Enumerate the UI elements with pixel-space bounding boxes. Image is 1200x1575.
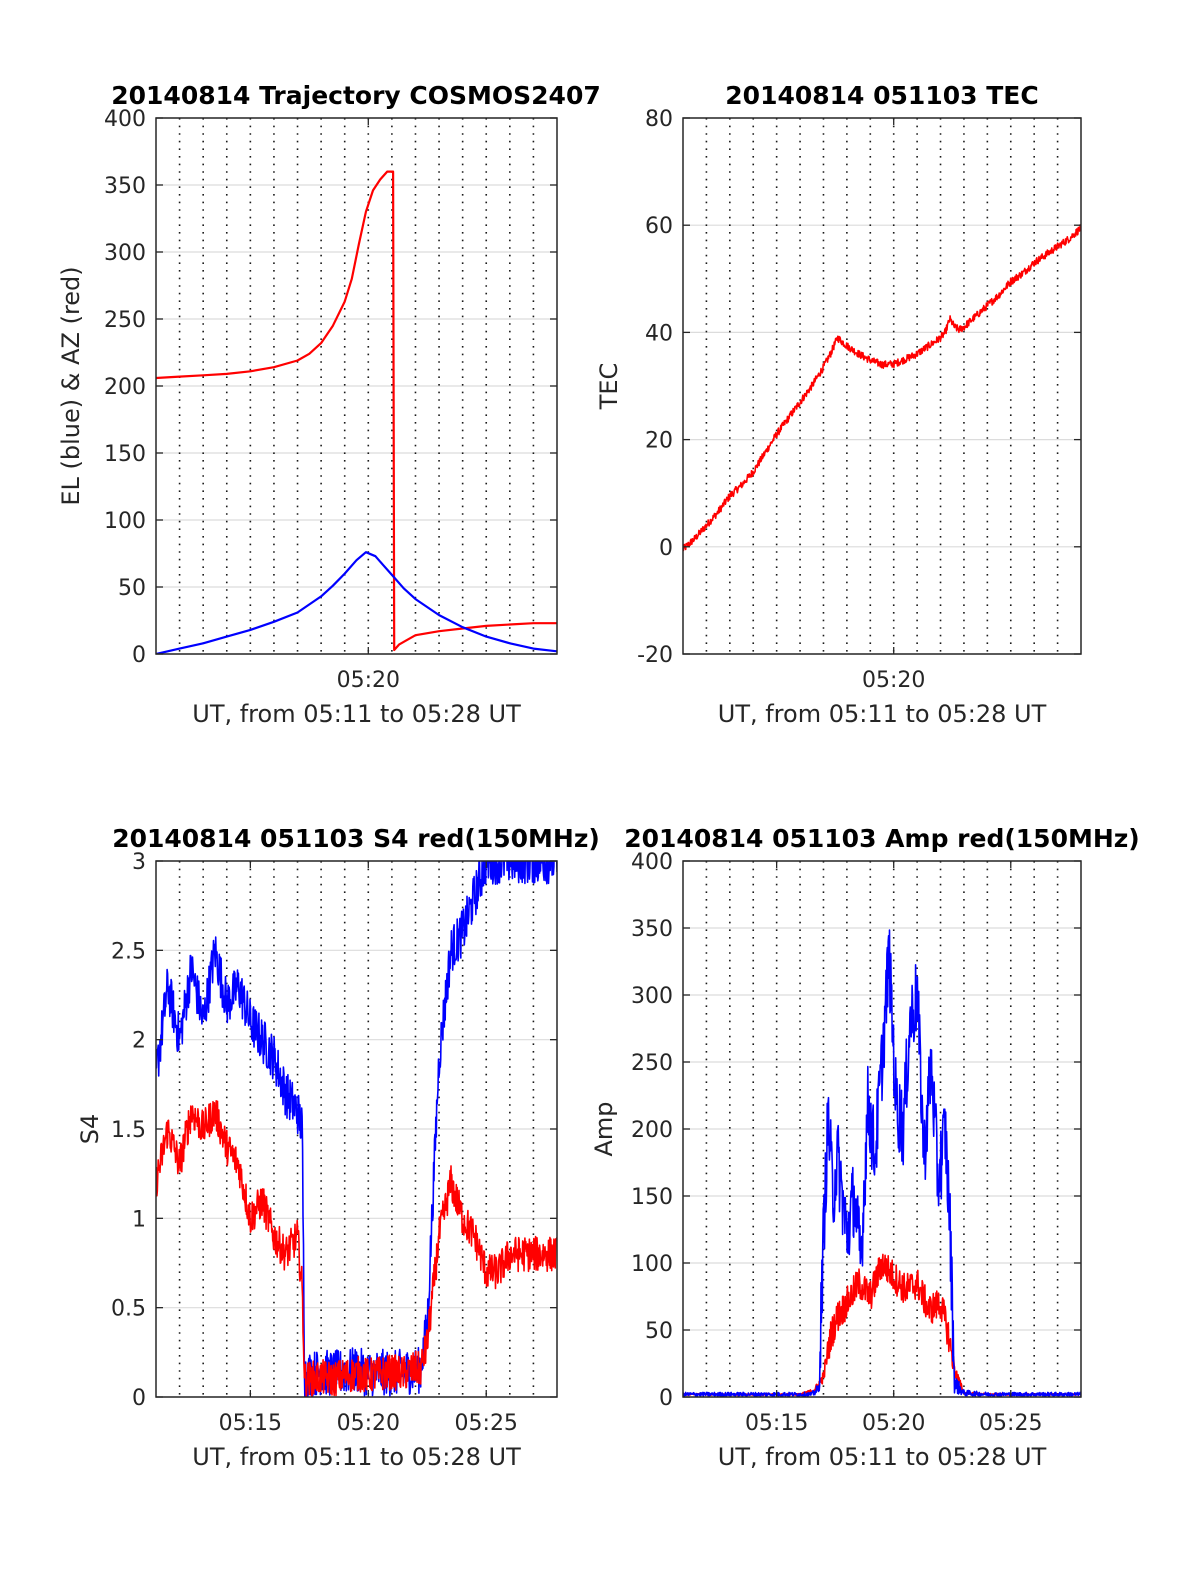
trajectory-series-1 <box>156 551 557 654</box>
amp-ytick-label: 400 <box>631 850 673 875</box>
trajectory-ytick-label: 150 <box>104 442 146 467</box>
s4-ytick-label: 0 <box>132 1386 146 1411</box>
trajectory-ytick-label: 50 <box>118 576 146 601</box>
trajectory-ylabel: EL (blue) & AZ (red) <box>57 266 85 505</box>
amp-ytick-label: 50 <box>645 1319 673 1344</box>
tec-ytick-label: 40 <box>645 321 673 346</box>
s4-ylabel: S4 <box>76 1114 104 1145</box>
amp-panel: 0 50 100 150 200 250 300 350 400 05:15 05:20 05:25 2… <box>590 824 1140 1471</box>
tec-ytick-label: -20 <box>637 643 673 668</box>
amp-series-0 <box>683 1253 1081 1396</box>
trajectory-xtick-label: 05:20 <box>337 668 400 693</box>
s4-ytick-label: 1.5 <box>111 1118 146 1143</box>
tec-xlabel: UT, from 05:11 to 05:28 UT <box>718 700 1047 728</box>
tec-ylabel: TEC <box>595 363 623 411</box>
amp-series-1 <box>683 929 1081 1397</box>
s4-series-0 <box>156 861 557 1397</box>
s4-ytick-label: 2 <box>132 1029 146 1054</box>
tec-series-0 <box>683 224 1081 552</box>
tec-xtick-label: 05:20 <box>862 668 925 693</box>
amp-xlabel: UT, from 05:11 to 05:28 UT <box>718 1443 1047 1471</box>
tec-ytick-label: 80 <box>645 107 673 132</box>
amp-ylabel: Amp <box>590 1101 618 1156</box>
s4-xtick-label: 05:25 <box>455 1411 518 1436</box>
trajectory-xlabel: UT, from 05:11 to 05:28 UT <box>192 700 521 728</box>
trajectory-ytick-label: 350 <box>104 174 146 199</box>
amp-xtick-label: 05:25 <box>979 1411 1042 1436</box>
amp-title: 20140814 051103 Amp red(150MHz) <box>624 824 1140 853</box>
trajectory-ytick-label: 200 <box>104 375 146 400</box>
amp-ytick-label: 0 <box>659 1386 673 1411</box>
trajectory-ytick-label: 250 <box>104 308 146 333</box>
amp-ytick-label: 350 <box>631 917 673 942</box>
tec-panel: -20 0 20 40 60 80 05:20 20140814 051103 TEC UT, … <box>595 81 1082 728</box>
tec-title: 20140814 051103 TEC <box>725 81 1038 110</box>
s4-panel: 0 0.5 1 1.5 2 2.5 3 05:15 05:20 05:25 20140814 051… <box>76 824 600 1471</box>
tec-axes-frame <box>682 117 1082 655</box>
amp-ytick-label: 200 <box>631 1118 673 1143</box>
trajectory-series-0 <box>156 170 557 652</box>
s4-xlabel: UT, from 05:11 to 05:28 UT <box>192 1443 521 1471</box>
tec-ytick-label: 60 <box>645 214 673 239</box>
s4-ytick-label: 3 <box>132 850 146 875</box>
tec-ytick-label: 20 <box>645 429 673 454</box>
s4-xtick-label: 05:15 <box>219 1411 282 1436</box>
trajectory-ytick-label: 100 <box>104 509 146 534</box>
trajectory-ytick-label: 300 <box>104 241 146 266</box>
s4-series-1 <box>156 1100 557 1397</box>
s4-title: 20140814 051103 S4 red(150MHz) <box>112 824 600 853</box>
amp-ytick-label: 100 <box>631 1252 673 1277</box>
amp-ytick-label: 150 <box>631 1185 673 1210</box>
s4-ytick-label: 2.5 <box>111 939 146 964</box>
s4-ytick-label: 1 <box>132 1207 146 1232</box>
trajectory-ytick-label: 400 <box>104 107 146 132</box>
s4-xtick-label: 05:20 <box>337 1411 400 1436</box>
tec-ytick-label: 0 <box>659 536 673 561</box>
amp-xtick-label: 05:15 <box>745 1411 808 1436</box>
trajectory-title: 20140814 Trajectory COSMOS2407 <box>111 81 601 110</box>
s4-ytick-label: 0.5 <box>111 1297 146 1322</box>
trajectory-panel: 0 50 100 150 200 250 300 350 400 05:20 20140814 Tr… <box>57 81 601 728</box>
amp-ytick-label: 300 <box>631 984 673 1009</box>
amp-ytick-label: 250 <box>631 1051 673 1076</box>
amp-xtick-label: 05:20 <box>862 1411 925 1436</box>
trajectory-ytick-label: 0 <box>132 643 146 668</box>
